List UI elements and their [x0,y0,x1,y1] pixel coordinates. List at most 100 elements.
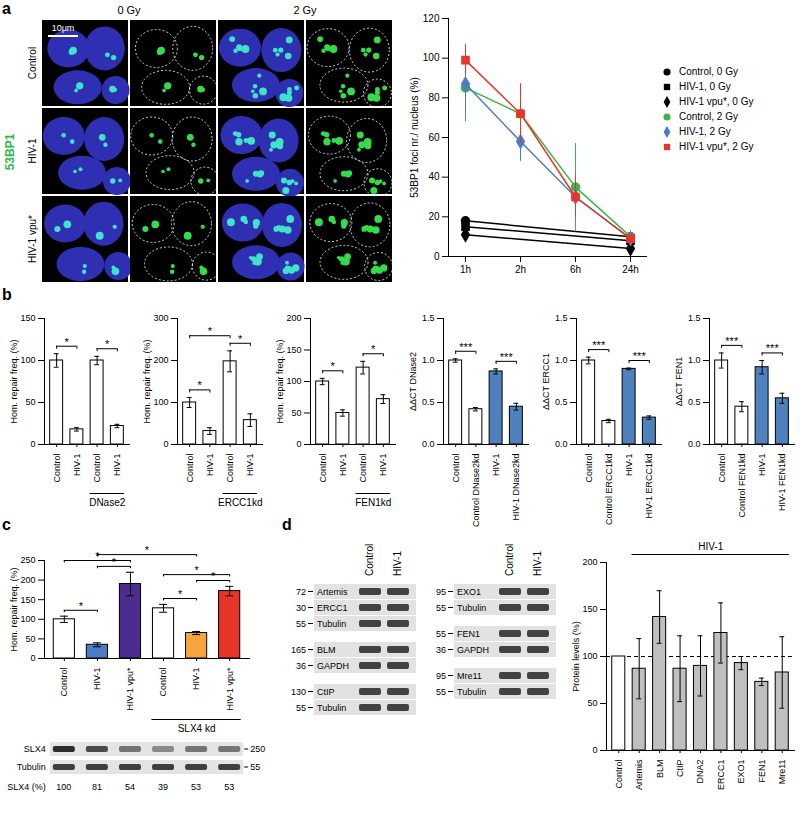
svg-text:Control: Control [59,668,69,697]
svg-text:FEN1: FEN1 [457,629,480,639]
svg-text:*: * [79,600,84,612]
svg-text:Hom. repair freq. (%): Hom. repair freq. (%) [9,339,19,423]
svg-text:*: * [105,338,110,350]
svg-text:*: * [112,556,117,568]
svg-text:HIV-1: HIV-1 [392,551,403,576]
svg-text:Control ERCC1kd: Control ERCC1kd [604,454,614,526]
svg-text:*: * [65,336,70,348]
svg-text:95: 95 [436,587,446,597]
svg-text:Tubulin: Tubulin [17,762,46,772]
svg-text:150: 150 [20,595,35,605]
svg-text:*: * [208,325,213,337]
svg-text:0.5: 0.5 [422,397,435,407]
svg-text:1.5: 1.5 [555,313,568,323]
svg-text:36: 36 [436,645,446,655]
svg-text:200: 200 [582,557,597,567]
svg-text:0.0: 0.0 [688,439,701,449]
svg-text:Control FEN1kd: Control FEN1kd [737,454,747,518]
svg-text:0.5: 0.5 [555,397,568,407]
svg-text:150: 150 [582,604,597,614]
svg-text:HIV-1 vpu*: HIV-1 vpu* [125,667,135,711]
svg-text:HIV-1: HIV-1 [191,668,201,691]
svg-text:10μm: 10μm [52,23,75,33]
svg-text:95: 95 [436,671,446,681]
svg-text:150: 150 [20,313,35,323]
svg-text:FEN1: FEN1 [757,760,767,783]
svg-text:40: 40 [428,171,440,182]
svg-text:Control: Control [364,544,375,576]
svg-text:BLM: BLM [317,645,336,655]
svg-text:53BP1: 53BP1 [3,133,17,170]
svg-text:81: 81 [92,782,102,792]
svg-text:200: 200 [286,313,301,323]
svg-text:55: 55 [296,703,306,713]
svg-text:Protein levels (%): Protein levels (%) [571,621,581,692]
svg-text:100: 100 [423,52,440,63]
svg-text:120: 120 [423,13,440,24]
svg-text:HIV-1 vpu*: HIV-1 vpu* [27,215,38,263]
svg-text:HIV-1: HIV-1 [698,541,723,552]
svg-text:55: 55 [250,762,260,772]
svg-text:Control: Control [614,760,624,789]
svg-text:*: * [95,550,100,562]
svg-text:80: 80 [428,92,440,103]
svg-text:1h: 1h [460,264,471,275]
svg-text:53BP1 foci nr./ nucleus (%): 53BP1 foci nr./ nucleus (%) [409,77,420,198]
svg-text:100: 100 [20,614,35,624]
svg-text:0: 0 [30,439,35,449]
svg-text:100: 100 [286,376,301,386]
svg-text:2h: 2h [515,264,526,275]
svg-text:Mre11: Mre11 [457,671,482,681]
svg-text:53: 53 [191,782,201,792]
svg-text:HIV-1: HIV-1 [338,454,348,477]
svg-text:0.0: 0.0 [555,439,568,449]
svg-text:Control: Control [584,454,594,483]
svg-text:250: 250 [20,555,35,565]
svg-text:100: 100 [153,397,168,407]
svg-text:***: *** [766,342,780,354]
svg-text:HIV-1: HIV-1 [491,454,501,477]
svg-text:Tubulin: Tubulin [457,687,486,697]
svg-text:Artemis: Artemis [634,759,644,790]
svg-text:1.0: 1.0 [422,355,435,365]
svg-text:30: 30 [296,603,306,613]
svg-text:ERCC1: ERCC1 [716,760,726,791]
svg-text:CtIP: CtIP [317,687,335,697]
svg-text:0 Gy: 0 Gy [117,4,141,16]
svg-text:ERCC1kd: ERCC1kd [218,497,262,508]
svg-text:HIV-1: HIV-1 [757,454,767,477]
svg-text:SLX4: SLX4 [24,744,46,754]
svg-text:50: 50 [25,634,35,644]
svg-text:Control: Control [318,454,328,483]
svg-text:53: 53 [224,782,234,792]
svg-text:Mre11: Mre11 [777,760,787,785]
svg-text:CtIP: CtIP [675,760,685,778]
svg-text:*: * [371,343,376,355]
svg-text:Control: Control [92,454,102,483]
svg-text:50: 50 [291,408,301,418]
svg-text:0: 0 [296,439,301,449]
svg-text:HIV-1: HIV-1 [532,551,543,576]
svg-text:***: *** [592,339,606,351]
svg-text:FEN1kd: FEN1kd [355,497,391,508]
svg-text:HIV-1: HIV-1 [205,454,215,477]
svg-text:*: * [145,544,150,556]
svg-text:55: 55 [436,687,446,697]
svg-text:HIV-1 FEN1kd: HIV-1 FEN1kd [777,454,787,512]
svg-text:0.0: 0.0 [422,439,435,449]
svg-text:100: 100 [582,651,597,661]
svg-text:130: 130 [291,687,306,697]
svg-text:54: 54 [125,782,135,792]
svg-text:Hom. repair freq. (%): Hom. repair freq. (%) [142,339,152,423]
svg-text:Control: Control [358,454,368,483]
svg-text:HIV-1: HIV-1 [72,454,82,477]
svg-text:39: 39 [158,782,168,792]
svg-text:Hom. repair freq. (%): Hom. repair freq. (%) [9,567,19,651]
svg-text:Control: Control [504,544,515,576]
svg-text:HIV-1: HIV-1 [112,454,122,477]
svg-text:Control DNase2kd: Control DNase2kd [471,454,481,528]
svg-text:*: * [238,333,243,345]
svg-text:150: 150 [286,345,301,355]
svg-text:*: * [194,564,199,576]
svg-text:50: 50 [587,698,597,708]
